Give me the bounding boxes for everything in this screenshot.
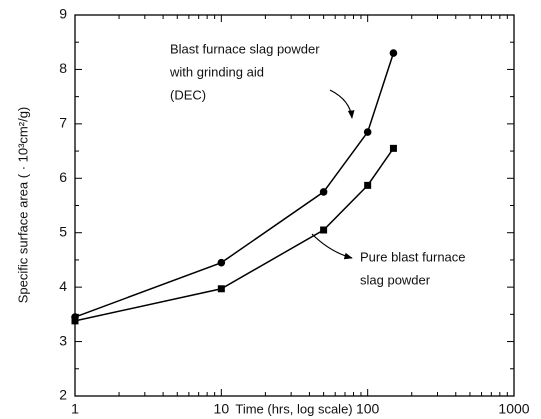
data-point <box>217 285 225 293</box>
annotation-text: (DEC) <box>170 87 206 102</box>
x-tick-label: 100 <box>356 401 380 417</box>
y-tick-label: 8 <box>59 60 67 76</box>
data-point <box>364 181 372 189</box>
x-axis-label: Time (hrs, log scale) <box>235 401 352 416</box>
y-tick-label: 3 <box>59 332 67 348</box>
data-point <box>71 317 79 325</box>
data-point <box>363 128 372 136</box>
x-tick-label: 1000 <box>498 401 529 417</box>
annotation-text: with grinding aid <box>169 64 264 79</box>
series-line <box>74 147 395 322</box>
annotation-text: slag powder <box>360 272 431 287</box>
data-point <box>389 144 397 152</box>
y-axis-label: Specific surface area ( · 10³cm²/g) <box>15 107 30 304</box>
annotation-text: Pure blast furnace <box>360 249 466 264</box>
series-line <box>74 52 395 318</box>
y-tick-label: 5 <box>59 223 67 239</box>
plot-frame <box>74 14 515 397</box>
y-tick-label: 4 <box>59 278 67 294</box>
y-tick-label: 2 <box>59 387 67 403</box>
annotation-text: Blast furnace slag powder <box>170 41 320 56</box>
data-point <box>217 258 226 267</box>
data-point <box>319 188 328 196</box>
annotation-arrow <box>329 89 355 119</box>
y-tick-label: 7 <box>59 115 67 131</box>
y-tick-label: 9 <box>59 6 67 22</box>
x-tick-label: 10 <box>214 401 230 417</box>
data-point <box>389 49 398 57</box>
data-point <box>320 226 328 234</box>
x-tick-label: 1 <box>71 401 79 417</box>
y-tick-label: 6 <box>59 169 67 185</box>
annotation-arrow <box>311 233 353 260</box>
